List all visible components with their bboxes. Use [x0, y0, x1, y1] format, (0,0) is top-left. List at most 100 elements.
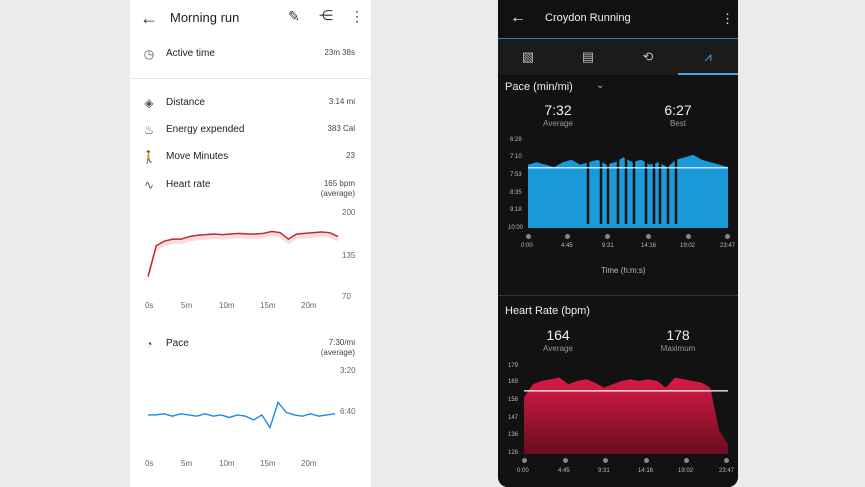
- image-icon: ▧: [521, 49, 535, 64]
- hr-y-tick: 135: [342, 251, 356, 260]
- hr-average-label: Average: [543, 344, 573, 353]
- pace-x-tick: 9:31: [602, 243, 614, 249]
- pace-x-tick: 4:45: [561, 243, 573, 249]
- tab-bar: ▧ ▤ ⟲ ⩘: [498, 38, 738, 75]
- pace-x-tick: 14:16: [641, 243, 657, 249]
- heart-rate-icon: ∿: [143, 178, 155, 192]
- active-time-value: 23m 38s: [324, 48, 355, 57]
- hr-maximum: 178 Maximum: [638, 327, 718, 353]
- divider: [498, 295, 738, 296]
- hr-x-tick: 0s: [145, 301, 154, 310]
- more-vert-icon[interactable]: ⋮: [721, 11, 734, 26]
- edit-icon[interactable]: ✎: [288, 8, 300, 24]
- hr-x-tick: 0:00: [517, 468, 529, 474]
- google-fit-screen: ← Morning run ✎ ⋲ ⋮ ◷ Active time 23m 38…: [130, 0, 371, 487]
- pace-section: Pace (min/mi) ⌄ 7:32 Average 6:27 Best 6…: [498, 76, 738, 295]
- tab-charts[interactable]: ⩘: [678, 39, 738, 75]
- pace-sub: (average): [320, 348, 355, 357]
- timeline-dot: [724, 458, 729, 463]
- pace-y-tick: 8:35: [510, 190, 522, 196]
- pace-value: 7:30/mi: [328, 338, 355, 347]
- timeline-dot: [526, 234, 531, 239]
- timeline-dot: [646, 234, 651, 239]
- hr-average-value: 164: [546, 327, 570, 343]
- pace-y-tick: 3:20: [340, 366, 356, 375]
- pace-label: Pace: [166, 338, 189, 349]
- hr-y-tick: 147: [508, 415, 519, 421]
- pace-x-tick: 5m: [181, 459, 193, 468]
- pace-x-tick: 20m: [301, 459, 317, 468]
- more-vert-icon[interactable]: ⋮: [350, 8, 364, 24]
- hr-y-tick: 200: [342, 208, 356, 217]
- timeline-dot: [605, 234, 610, 239]
- pace-row: ◔ Pace 7:30/mi (average): [130, 336, 371, 357]
- pace-best-label: Best: [669, 119, 686, 128]
- hr-x-tick: 19:02: [678, 468, 694, 474]
- heart-rate-label: Heart rate: [166, 179, 211, 190]
- hr-x-tick: 23:47: [719, 468, 735, 474]
- timeline-dot: [563, 458, 568, 463]
- pace-x-tick: 0s: [145, 459, 154, 468]
- energy-value: 383 Cal: [327, 124, 355, 133]
- app-bar: ← Morning run ✎ ⋲ ⋮: [130, 0, 371, 36]
- pace-x-tick: 23:47: [720, 243, 736, 249]
- back-arrow-icon[interactable]: ←: [140, 8, 158, 28]
- pace-x-axis-label: Time (h:m:s): [601, 266, 646, 275]
- chart-icon: ⩘: [704, 49, 712, 64]
- timer-icon: ◷: [143, 47, 155, 61]
- pace-average: 7:32 Average: [518, 102, 598, 128]
- hr-average: 164 Average: [518, 327, 598, 353]
- timeline-dot: [522, 458, 527, 463]
- timeline-dot: [565, 234, 570, 239]
- walking-icon: 🚶: [141, 150, 157, 164]
- energy-row: ♨ Energy expended 383 Cal: [130, 122, 371, 142]
- pace-y-tick: 9:18: [510, 207, 522, 213]
- energy-label: Energy expended: [166, 124, 245, 135]
- pace-x-tick: 15m: [260, 459, 276, 468]
- heart-rate-sub: (average): [320, 189, 355, 198]
- pace-best-value: 6:27: [664, 102, 692, 118]
- pace-x-tick: 0:00: [521, 243, 533, 249]
- hr-x-tick: 10m: [219, 301, 235, 310]
- distance-row: ◈ Distance 3.14 mi: [130, 95, 371, 115]
- hr-x-tick: 20m: [301, 301, 317, 310]
- timeline-dot: [603, 458, 608, 463]
- hr-x-tick: 5m: [181, 301, 193, 310]
- flame-icon: ♨: [143, 123, 155, 137]
- move-minutes-row: 🚶 Move Minutes 23: [130, 149, 371, 169]
- chevron-down-icon[interactable]: ⌄: [596, 80, 605, 91]
- distance-icon: ◈: [144, 96, 154, 110]
- speedometer-icon: ◔: [145, 337, 153, 351]
- pace-y-tick: 7:53: [510, 172, 522, 178]
- hr-section-title: Heart Rate (bpm): [505, 305, 590, 317]
- distance-label: Distance: [166, 97, 205, 108]
- pace-x-tick: 10m: [219, 459, 235, 468]
- hr-area: [524, 377, 728, 454]
- garmin-heart-rate-chart: [524, 377, 728, 454]
- pace-section-title: Pace (min/mi): [505, 81, 573, 93]
- tab-overview[interactable]: ▧: [498, 39, 558, 75]
- pace-x-tick: 19:02: [680, 243, 696, 249]
- page-title: Morning run: [170, 10, 240, 25]
- pace-area: [528, 154, 728, 228]
- loop-icon: ⟲: [642, 49, 654, 64]
- heart-rate-chart: [147, 230, 339, 282]
- move-minutes-label: Move Minutes: [166, 151, 229, 162]
- active-time-row: ◷ Active time 23m 38s: [130, 46, 371, 66]
- page-title: Croydon Running: [545, 12, 631, 24]
- pace-average-label: Average: [543, 119, 573, 128]
- pace-chart: [148, 400, 336, 430]
- hr-y-tick: 179: [508, 363, 519, 369]
- tab-laps[interactable]: ⟲: [618, 39, 678, 75]
- back-arrow-icon[interactable]: ←: [510, 9, 526, 26]
- hr-maximum-value: 178: [666, 327, 690, 343]
- garmin-connect-screen: ← Croydon Running ⋮ ▧ ▤ ⟲ ⩘ Pace (min/mi…: [498, 0, 738, 487]
- hr-x-tick: 4:45: [558, 468, 570, 474]
- tab-details[interactable]: ▤: [558, 39, 618, 75]
- heart-rate-row: ∿ Heart rate 165 bpm (average): [130, 177, 371, 198]
- hr-series-line: [147, 230, 339, 277]
- pace-y-tick: 7:10: [510, 154, 522, 160]
- share-icon[interactable]: ⋲: [319, 7, 333, 23]
- hr-y-tick: 158: [508, 397, 519, 403]
- timeline-dot: [684, 458, 689, 463]
